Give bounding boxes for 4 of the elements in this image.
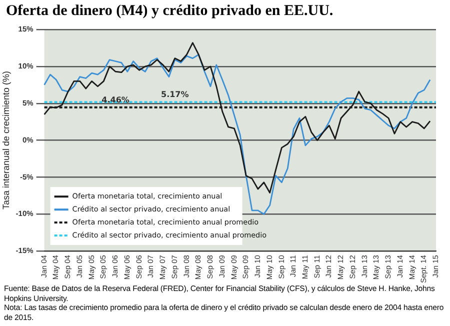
y-axis-title: Tasa interanual de crecimiento (%) <box>0 70 11 210</box>
annotation: 4.46% <box>102 95 130 104</box>
annotation: 5.17% <box>160 90 189 100</box>
chart-title: Oferta de dinero (M4) y crédito privado en EE.UU. <box>5 2 334 21</box>
